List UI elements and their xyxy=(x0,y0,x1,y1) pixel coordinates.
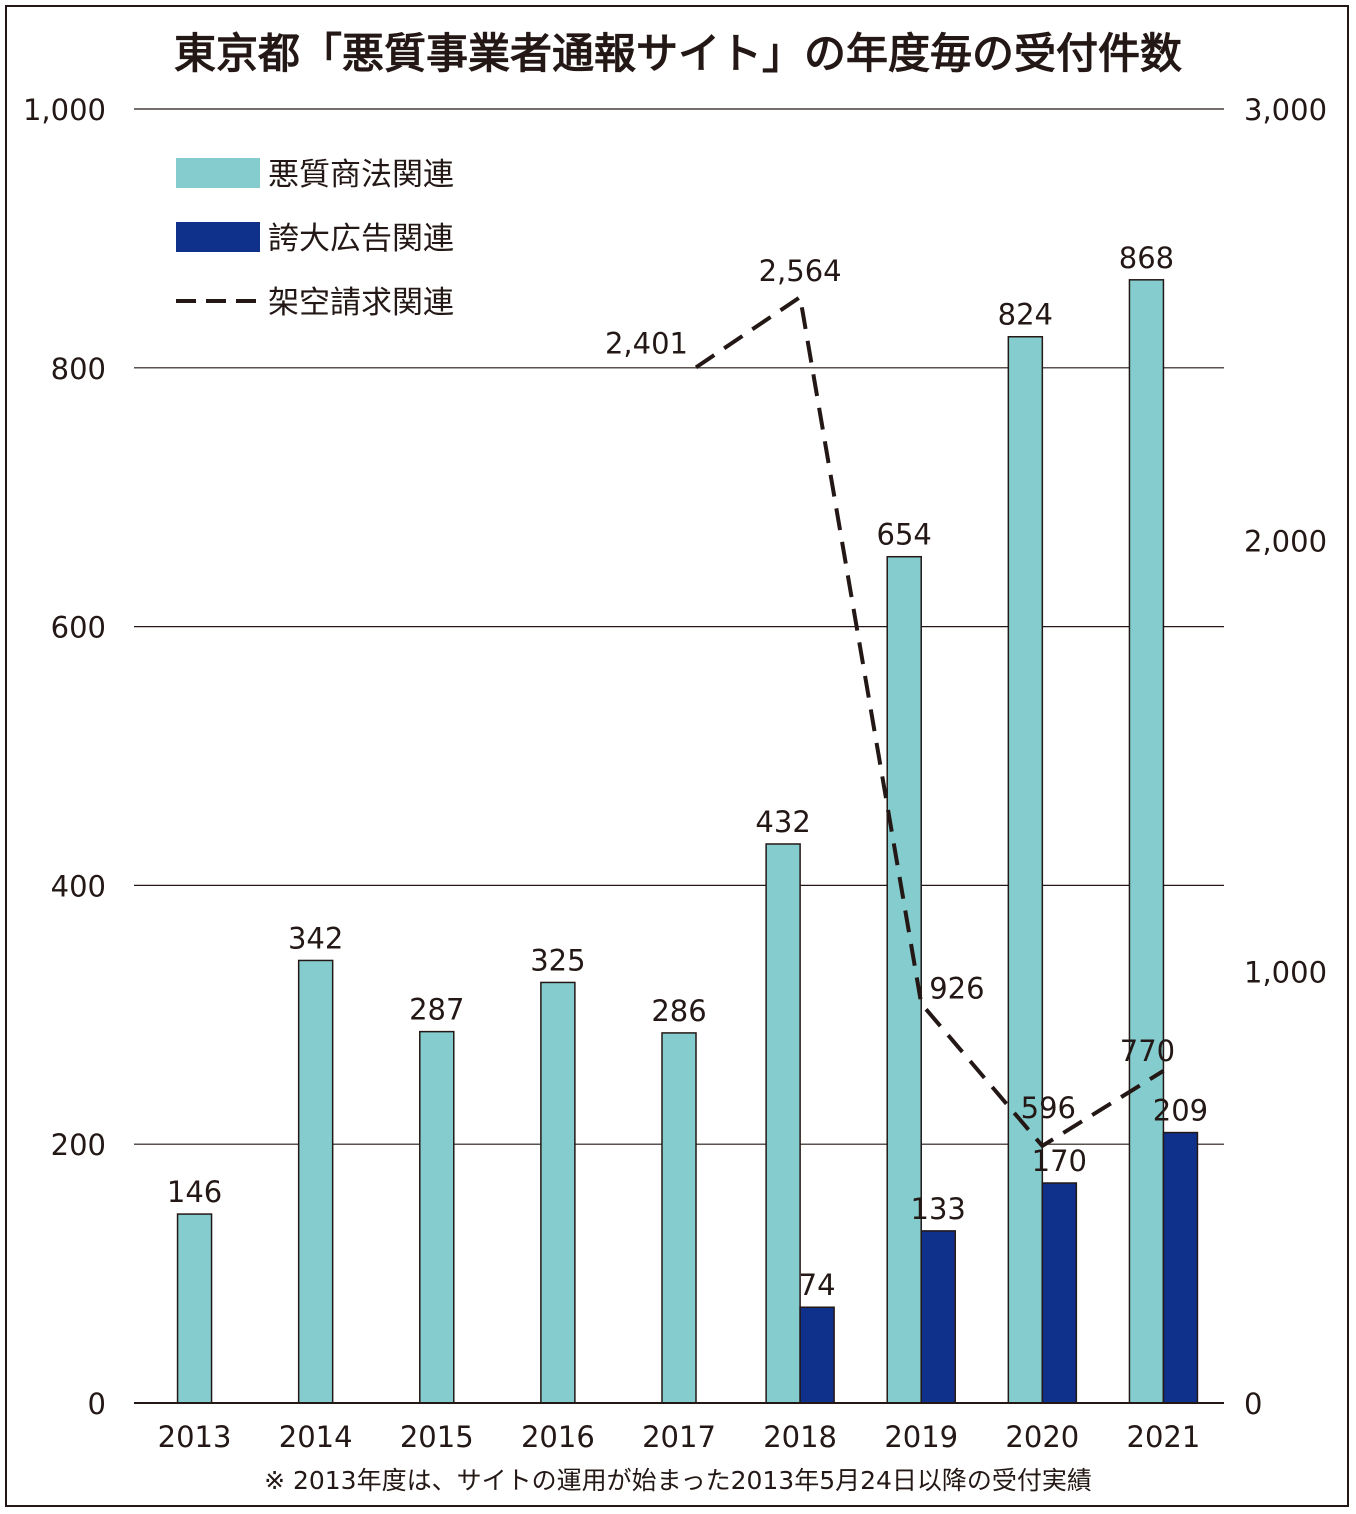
axes: 0 200 400 600 800 1,000 0 1,000 2,000 3,000 2013 20… xyxy=(23,93,1327,1454)
bar-value-label: 868 xyxy=(1119,241,1174,275)
bar xyxy=(1128,279,1165,1404)
bar xyxy=(765,843,801,1404)
bar-value-label: 133 xyxy=(911,1192,966,1226)
bar xyxy=(540,981,576,1404)
legend-swatch xyxy=(176,158,260,188)
bar-value-label: 209 xyxy=(1153,1094,1208,1128)
line-value-label: 2,564 xyxy=(759,254,842,288)
bar xyxy=(920,1230,956,1404)
bar xyxy=(799,1306,835,1404)
y-left-tick-label: 600 xyxy=(51,611,106,645)
chart-title: 東京都「悪質事業者通報サイト」の年度毎の受付件数 xyxy=(174,29,1182,78)
bar-value-label: 146 xyxy=(167,1175,222,1209)
legend-label: 架空請求関連 xyxy=(268,285,454,321)
y-left-tick-label: 800 xyxy=(51,352,106,386)
bar xyxy=(1007,335,1044,1404)
y-right-tick-label: 3,000 xyxy=(1244,93,1327,127)
bar-value-label: 325 xyxy=(530,943,585,977)
bar xyxy=(176,1213,213,1404)
bar-value-label: 432 xyxy=(755,805,810,839)
dashed-line xyxy=(694,293,1165,1149)
legend-label: 悪質商法関連 xyxy=(268,157,454,193)
y-right-tick-label: 1,000 xyxy=(1244,956,1327,990)
x-tick-label: 2013 xyxy=(158,1420,232,1454)
bar xyxy=(1041,1182,1078,1404)
bar-value-label: 287 xyxy=(409,993,464,1027)
y-left-tick-label: 200 xyxy=(51,1128,106,1162)
line-value-label: 770 xyxy=(1120,1034,1175,1068)
y-left-tick-label: 1,000 xyxy=(23,93,106,127)
x-tick-label: 2018 xyxy=(763,1420,837,1454)
y-left-tick-label: 0 xyxy=(88,1387,106,1421)
x-tick-label: 2016 xyxy=(521,1420,595,1454)
line-value-label: 596 xyxy=(1021,1091,1076,1125)
y-right-tick-label: 2,000 xyxy=(1244,524,1327,558)
x-tick-label: 2015 xyxy=(400,1420,474,1454)
bars xyxy=(176,279,1199,1404)
chart-frame xyxy=(5,5,1349,1507)
legend-label: 誇大広告関連 xyxy=(268,221,454,257)
bar-value-label: 654 xyxy=(877,518,932,552)
data-labels: 146 342 287 325 286 432 74 654 133 824 170 868 209 2,… xyxy=(167,241,1208,1302)
x-tick-label: 2014 xyxy=(279,1420,353,1454)
x-tick-label: 2019 xyxy=(884,1420,958,1454)
x-tick-label: 2017 xyxy=(642,1420,716,1454)
bar xyxy=(419,1030,455,1404)
bar xyxy=(661,1032,697,1404)
x-tick-label: 2020 xyxy=(1005,1420,1079,1454)
bar-value-label: 170 xyxy=(1032,1144,1087,1178)
x-tick-label: 2021 xyxy=(1127,1420,1201,1454)
bar-value-label: 342 xyxy=(288,921,343,955)
line-series xyxy=(694,293,1165,1149)
bar-value-label: 74 xyxy=(799,1268,836,1302)
line-value-label: 2,401 xyxy=(605,326,688,360)
y-left-tick-label: 400 xyxy=(51,869,106,903)
legend-swatch xyxy=(176,222,260,252)
bar-value-label: 824 xyxy=(998,298,1053,332)
line-value-label: 926 xyxy=(929,972,984,1006)
y-right-tick-label: 0 xyxy=(1244,1387,1262,1421)
bar-value-label: 286 xyxy=(651,994,706,1028)
bar xyxy=(1162,1131,1199,1404)
bar xyxy=(297,959,334,1404)
footnote: ※ 2013年度は、サイトの運用が始まった2013年5月24日以降の受付実績 xyxy=(264,1466,1092,1495)
